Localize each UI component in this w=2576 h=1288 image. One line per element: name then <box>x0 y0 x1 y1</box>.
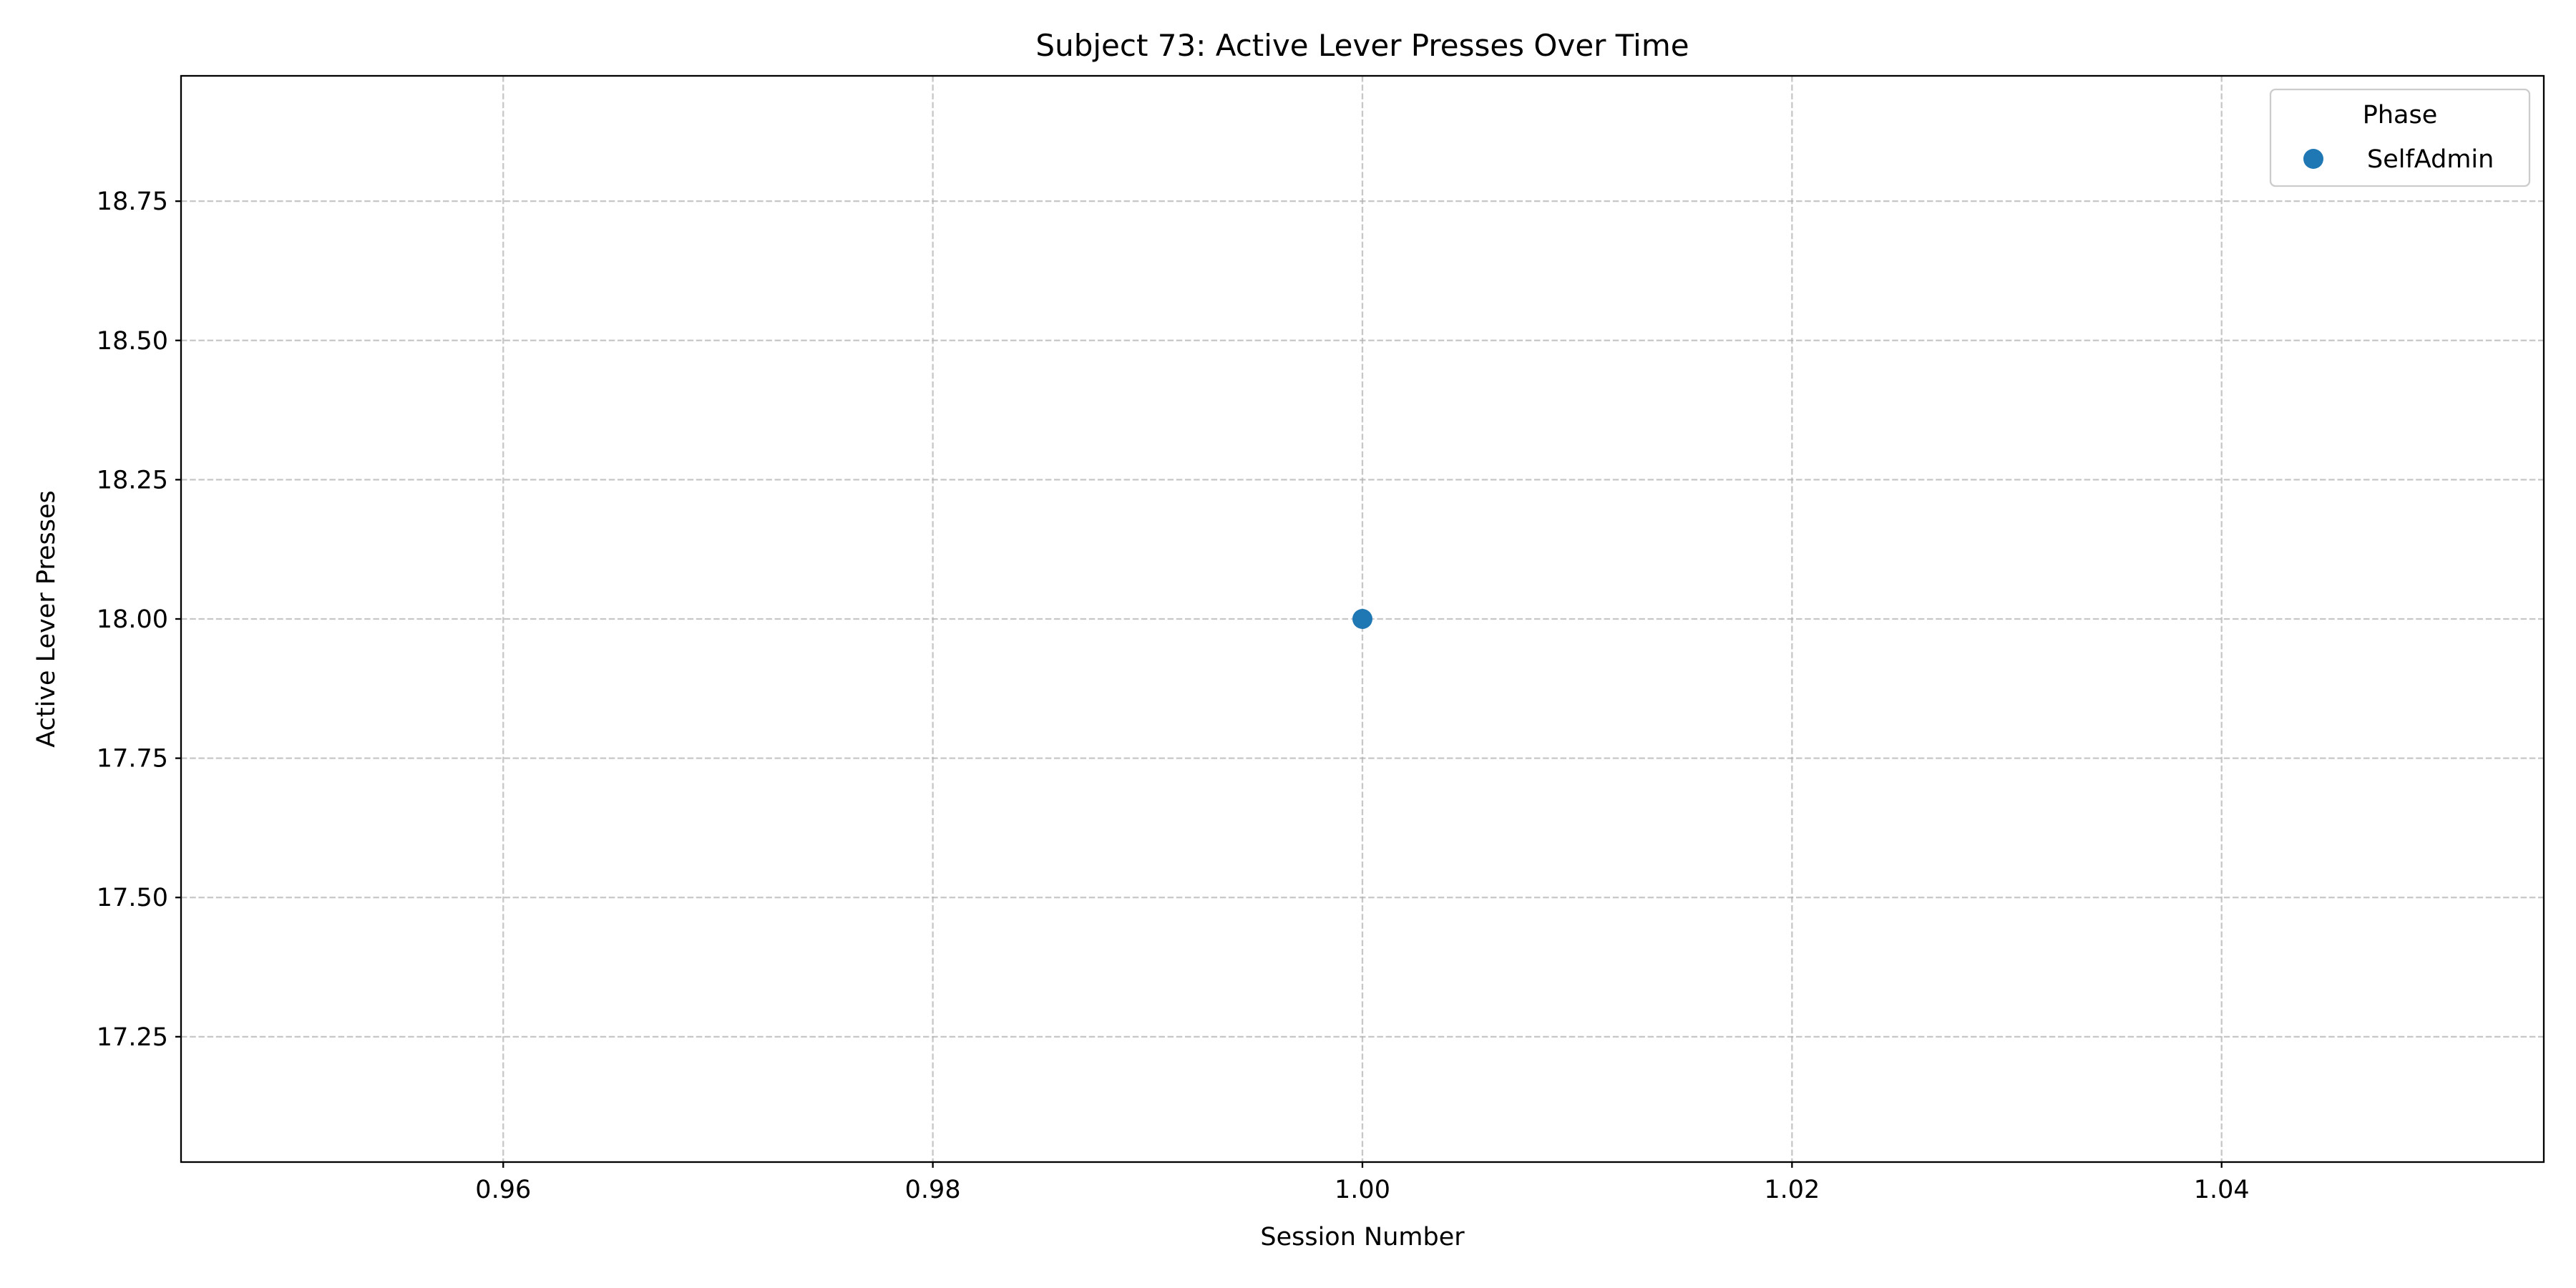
y-tick-label: 18.25 <box>97 466 168 494</box>
grid <box>181 76 2544 1162</box>
y-tick-label: 17.75 <box>97 745 168 774</box>
x-tick-label: 0.98 <box>905 1176 961 1204</box>
y-tick-label: 17.50 <box>97 884 168 912</box>
y-tick-label: 18.00 <box>97 605 168 634</box>
legend-title: Phase <box>2363 101 2438 130</box>
x-axis-label: Session Number <box>1260 1223 1465 1252</box>
y-tick-label: 18.75 <box>97 187 168 216</box>
legend-marker <box>2303 149 2323 169</box>
y-tick-label: 17.25 <box>97 1023 168 1052</box>
y-tick-label: 18.50 <box>97 327 168 356</box>
data-points <box>1352 609 1372 629</box>
x-tick-label: 1.00 <box>1335 1176 1390 1204</box>
legend-entries: SelfAdmin <box>2303 145 2494 174</box>
axis-ticks: 0.96 0.98 1.00 1.02 1.04 17.25 17.50 17.75 18.00… <box>97 187 2250 1204</box>
y-axis-label: Active Lever Presses <box>32 490 61 747</box>
x-tick-label: 0.96 <box>475 1176 531 1204</box>
chart-title: Subject 73: Active Lever Presses Over Ti… <box>1035 28 1689 63</box>
x-tick-label: 1.04 <box>2194 1176 2250 1204</box>
plot-frame <box>180 74 2545 1163</box>
data-point <box>1352 609 1372 629</box>
legend-frame <box>2269 88 2531 187</box>
x-tick-label: 1.02 <box>1764 1176 1820 1204</box>
legend: Phase SelfAdmin <box>2269 88 2531 187</box>
legend-label: SelfAdmin <box>2367 145 2494 174</box>
